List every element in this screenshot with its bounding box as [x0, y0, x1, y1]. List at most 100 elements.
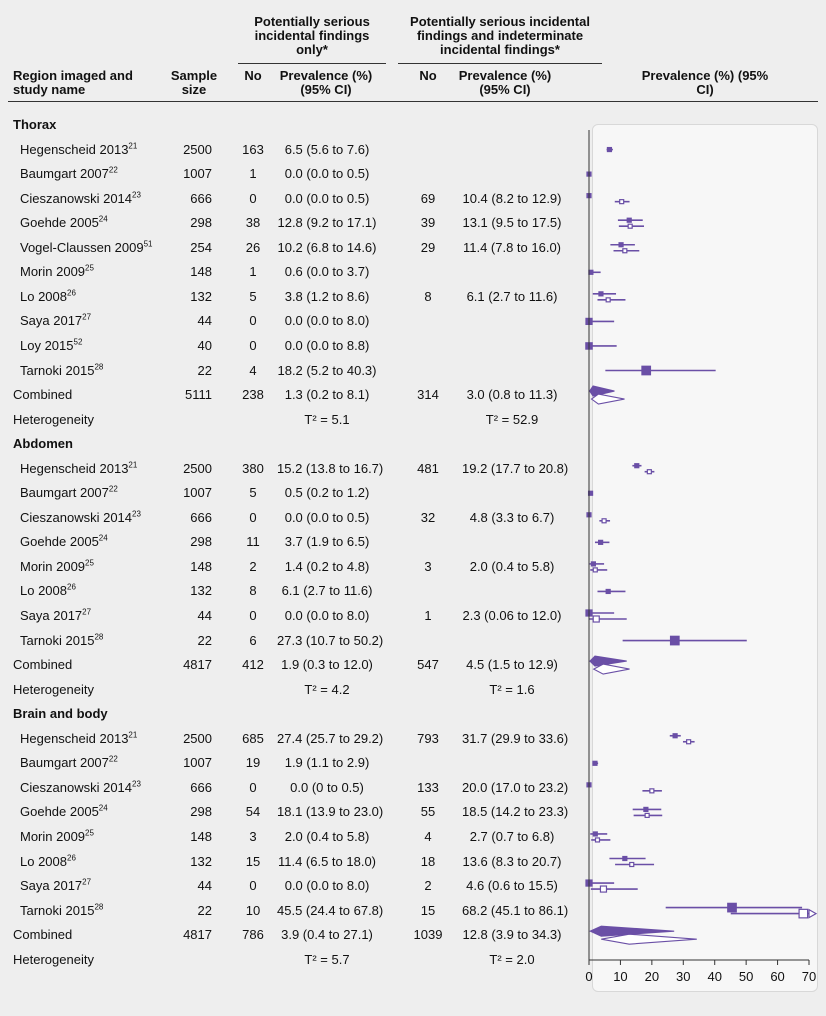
count-b-text: 39	[420, 215, 436, 231]
count-a-text: 2	[249, 558, 257, 574]
sample-size-text: 44	[197, 878, 212, 894]
study-b-point	[629, 861, 635, 868]
count-a-text: 0	[249, 313, 257, 329]
sample-size: 298	[170, 804, 212, 820]
section-label-text: Abdomen	[13, 436, 73, 452]
study-name-ref: 27	[82, 607, 92, 617]
study-name-ref: 28	[94, 902, 104, 912]
study-a-point	[606, 146, 613, 153]
study-a-point	[641, 365, 652, 376]
sample-size: 666	[170, 510, 212, 526]
count-a-text: 26	[245, 239, 261, 255]
study-name-ref: 27	[82, 313, 92, 323]
section-label: Brain and body	[13, 706, 108, 722]
count-a-text: 5	[249, 485, 257, 501]
study-name-text: Goehde 2005	[20, 215, 99, 231]
heterogeneity-a: T² = 5.7	[277, 952, 377, 968]
study-a-point	[634, 463, 640, 469]
study-name-text: Goehde 2005	[20, 534, 99, 550]
study-name: Goehde 200524	[20, 534, 108, 550]
heterogeneity-b: T² = 2.0	[462, 952, 562, 968]
combined-count-a-text: 412	[242, 657, 264, 673]
combined-prevalence-b-text: 4.5 (1.5 to 12.9)	[466, 657, 558, 673]
count-a-text: 10	[245, 902, 261, 918]
study-name-ref: 21	[128, 460, 138, 470]
heterogeneity-label: Heterogeneity	[13, 682, 94, 698]
prevalence-b-text: 10.4 (8.2 to 12.9)	[462, 190, 562, 206]
x-tick-label: 20	[645, 969, 659, 984]
prevalence-a-text: 0.6 (0.0 to 3.7)	[284, 264, 370, 280]
sample-size-text: 44	[197, 608, 212, 623]
header-prevalence-plot: Prevalence (%) (95% CI)	[641, 68, 769, 97]
count-a: 0	[235, 608, 271, 624]
study-name-text: Vogel-Claussen 2009	[20, 239, 144, 255]
count-b: 793	[410, 731, 446, 747]
prevalence-a-text: 18.2 (5.2 to 40.3)	[277, 362, 377, 378]
header-no-b: No	[419, 68, 437, 83]
prevalence-a-text: 0.0 (0.0 to 8.0)	[284, 878, 370, 894]
study-name-text: Morin 2009	[20, 828, 86, 844]
study-name-text: Lo 2008	[20, 853, 67, 869]
study-b-arrow	[808, 908, 818, 919]
count-b: 18	[410, 854, 446, 870]
prevalence-b-text: 4.6 (0.6 to 15.5)	[466, 878, 558, 894]
study-a-point	[598, 291, 604, 297]
count-b-text: 133	[417, 779, 439, 795]
study-name-text: Saya 2017	[20, 313, 83, 329]
study-b-point	[594, 837, 601, 843]
combined-n-text: 4817	[183, 657, 212, 673]
study-b-point	[644, 812, 650, 819]
count-a-text: 163	[242, 141, 264, 157]
prevalence-a-text: 27.3 (10.7 to 50.2)	[277, 632, 384, 648]
header-group-serious-indeterminate-rule	[398, 63, 602, 64]
study-b-point	[619, 199, 625, 205]
study-name-ref: 25	[85, 828, 94, 838]
study-name-ref: 22	[108, 165, 118, 175]
combined-prevalence-b-text: 3.0 (0.8 to 11.3)	[466, 387, 558, 403]
sample-size-text: 298	[190, 215, 212, 231]
sample-size: 2500	[170, 461, 212, 477]
prevalence-b: 2.3 (0.06 to 12.0)	[462, 608, 562, 624]
prevalence-b-text: 19.2 (17.7 to 20.8)	[462, 460, 569, 476]
combined-count-b-text: 314	[417, 387, 439, 403]
study-name: Morin 200925	[20, 559, 94, 575]
combined-n: 5111	[170, 387, 212, 403]
x-tick-label: 10	[613, 969, 627, 984]
study-name: Vogel-Claussen 200951	[20, 240, 153, 256]
prevalence-a: 0.0 (0.0 to 0.5)	[277, 510, 377, 526]
prevalence-a: 27.4 (25.7 to 29.2)	[277, 731, 383, 747]
header-group-serious-rule	[238, 63, 386, 64]
prevalence-a: 12.8 (9.2 to 17.1)	[277, 215, 377, 231]
study-name-ref: 24	[98, 534, 108, 544]
count-b-text: 8	[424, 288, 432, 304]
prevalence-b: 68.2 (45.1 to 86.1)	[462, 903, 568, 919]
count-a: 0	[235, 338, 271, 354]
combined-count-a-text: 238	[242, 387, 264, 403]
count-b: 39	[410, 215, 446, 231]
study-name: Hegenscheid 201321	[20, 142, 137, 158]
combined-n-text: 5111	[185, 387, 212, 403]
study-name: Lo 200826	[20, 854, 76, 870]
x-tick-label: 50	[739, 969, 753, 984]
count-a: 5	[235, 485, 271, 501]
prevalence-a-text: 0.0 (0 to 0.5)	[290, 779, 364, 795]
prevalence-b-text: 4.8 (3.3 to 6.7)	[469, 509, 555, 525]
count-a-text: 15	[245, 853, 261, 869]
combined-n: 4817	[170, 927, 212, 943]
prevalence-b-text: 31.7 (29.9 to 33.6)	[462, 730, 569, 746]
combined-a-diamond	[588, 385, 615, 397]
study-name: Saya 201727	[20, 608, 91, 624]
prevalence-a-text: 1.9 (1.1 to 2.9)	[284, 755, 370, 771]
count-b-text: 32	[420, 509, 436, 525]
prevalence-a: 18.1 (13.9 to 23.0)	[277, 804, 383, 820]
sample-size-text: 148	[190, 828, 212, 844]
section-label: Thorax	[13, 117, 56, 133]
count-b: 3	[410, 559, 446, 575]
prevalence-a: 0.0 (0.0 to 0.5)	[277, 166, 377, 182]
prevalence-b-text: 2.0 (0.4 to 5.8)	[469, 558, 555, 574]
prevalence-a: 0.0 (0.0 to 8.0)	[277, 878, 377, 894]
prevalence-b: 13.1 (9.5 to 17.5)	[462, 215, 562, 231]
study-name-text: Goehde 2005	[20, 804, 99, 820]
prevalence-a-text: 0.0 (0.0 to 0.5)	[284, 190, 370, 206]
